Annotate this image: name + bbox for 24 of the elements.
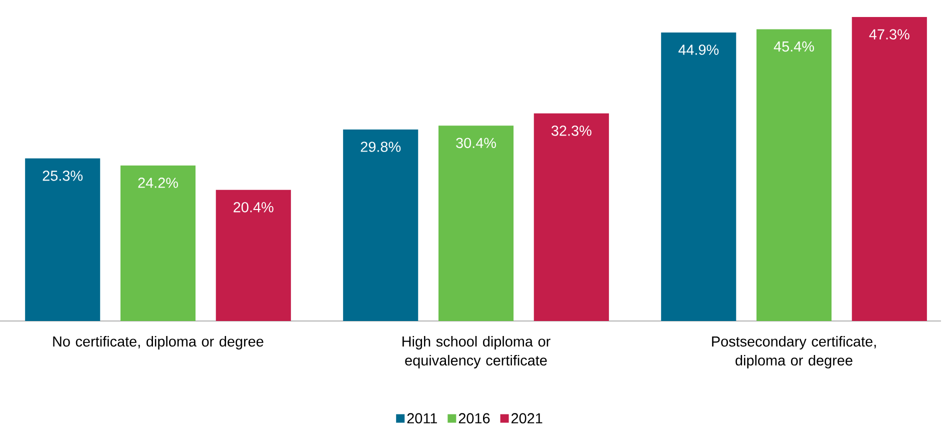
- data-label: 45.4%: [774, 41, 814, 52]
- legend-label: 2011: [407, 413, 437, 424]
- data-label: 20.4%: [234, 202, 274, 212]
- x-tick-label: High school diploma or equivalency certificate: [402, 336, 550, 368]
- data-label: 44.9%: [678, 44, 719, 55]
- x-tick-label: No certificate, diploma or degree: [53, 336, 264, 350]
- data-label: 25.3%: [42, 170, 83, 181]
- bar: [852, 17, 927, 321]
- bar: [438, 126, 514, 321]
- data-label: 32.3%: [551, 126, 592, 136]
- bar: [216, 190, 291, 321]
- bar: [120, 165, 196, 321]
- bar: [343, 129, 418, 321]
- data-label: 29.8%: [360, 142, 401, 152]
- bar: [25, 158, 100, 321]
- legend-label: 2016: [458, 413, 490, 424]
- x-tick-label: Postsecondary certificate, diploma or degree: [712, 336, 876, 368]
- bar: [756, 29, 832, 321]
- data-label: 47.3%: [869, 29, 910, 40]
- legend-label: 2021: [512, 413, 542, 424]
- data-label: 24.2%: [138, 178, 178, 188]
- bar: [661, 32, 736, 321]
- bar: [534, 113, 609, 321]
- data-label: 30.4%: [456, 138, 496, 148]
